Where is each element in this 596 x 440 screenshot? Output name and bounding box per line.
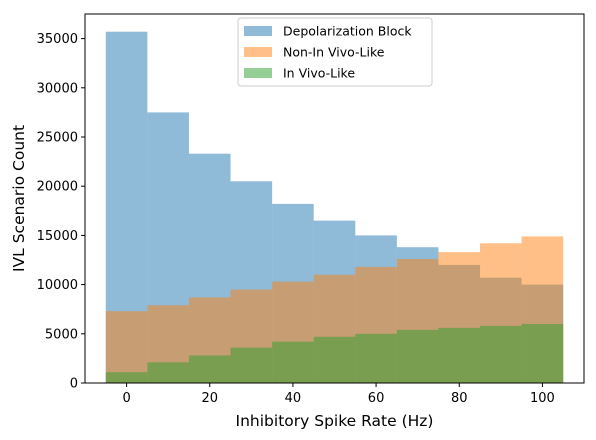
legend: Depolarization Block Non-In Vivo-Like In V… [237,17,433,87]
y-tick-label: 35000 [37,32,78,47]
y-axis-title: IVL Scenario Count [10,125,28,272]
y-tick-label: 25000 [37,131,78,146]
x-tick-label: 60 [368,391,385,406]
x-tick-label: 0 [122,391,130,406]
bars-layer [105,31,564,384]
legend-swatch [244,26,272,36]
y-tick-label: 0 [70,377,78,392]
histogram-bar [105,311,148,383]
histogram-bar [147,362,189,383]
histogram-bar [438,327,481,383]
legend-label: In Vivo-Like [283,66,355,81]
histogram-bar [188,355,231,383]
y-tick-label: 10000 [37,278,78,293]
y-tick-label: 20000 [37,180,78,195]
histogram-bar [480,325,522,383]
legend-swatch [244,47,272,57]
x-tick-label: 40 [285,391,302,406]
histogram-bar [396,329,439,383]
y-tick-label: 5000 [45,327,78,342]
series-3 [105,323,564,383]
x-tick-label: 80 [451,391,468,406]
legend-box [237,17,433,87]
y-tick-label: 30000 [37,81,78,96]
plot-frame [84,13,585,384]
legend-label: Depolarization Block [283,24,412,39]
x-axis-title: Inhibitory Spike Rate (Hz) [236,412,434,430]
axes-layer: 0 20 40 60 80 100 0 5000 10000 15000 20000 25000 300… [37,13,585,406]
histogram-bar [230,347,273,383]
x-tick-label: 100 [530,391,555,406]
histogram-bar [521,323,564,383]
legend-label: Non-In Vivo-Like [283,45,385,60]
histogram-bar [355,333,397,383]
histogram-bar [105,372,148,383]
histogram-bar [272,341,314,383]
x-tick-label: 20 [201,391,218,406]
histogram-bar [313,336,356,383]
y-tick-label: 15000 [37,229,78,244]
legend-swatch [244,68,272,78]
